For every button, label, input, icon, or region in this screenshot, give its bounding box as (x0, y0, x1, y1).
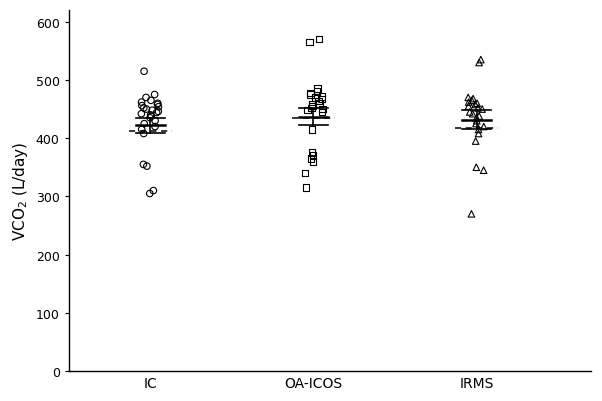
Point (314, 37, 324, 43)
Point (464, 95, 473, 101)
Point (154, 109, 163, 115)
Point (317, 97, 326, 103)
Point (308, 159, 318, 165)
Point (306, 156, 316, 162)
Point (145, 115, 155, 122)
Point (470, 102, 480, 108)
Point (479, 168, 488, 174)
Point (474, 127, 483, 133)
Point (137, 111, 146, 117)
Point (145, 191, 155, 197)
Point (314, 101, 324, 107)
Point (472, 115, 482, 122)
Point (140, 121, 149, 128)
Point (139, 105, 149, 112)
Point (472, 118, 482, 125)
Point (154, 104, 163, 111)
Point (150, 118, 160, 125)
Point (150, 124, 160, 130)
Point (465, 109, 474, 116)
Point (301, 185, 311, 191)
Point (153, 102, 163, 108)
Point (303, 108, 312, 114)
Point (146, 113, 156, 120)
Point (472, 101, 482, 107)
Point (137, 103, 147, 109)
Point (307, 105, 317, 112)
Point (147, 108, 157, 114)
Point (308, 104, 317, 110)
Point (150, 92, 160, 99)
Point (476, 57, 486, 64)
Point (137, 127, 146, 133)
Point (467, 98, 476, 104)
Point (474, 113, 484, 120)
Point (468, 111, 477, 117)
Point (146, 98, 156, 104)
Point (471, 165, 481, 171)
Point (474, 131, 483, 138)
Point (479, 124, 489, 130)
Point (312, 89, 322, 95)
Point (471, 121, 481, 128)
Point (314, 99, 323, 105)
Point (467, 211, 476, 217)
Point (139, 131, 149, 138)
Point (473, 105, 483, 112)
Point (141, 107, 151, 113)
Point (308, 153, 318, 160)
Point (306, 90, 315, 97)
Point (146, 112, 155, 119)
Point (300, 170, 310, 177)
Point (305, 40, 314, 46)
Point (306, 92, 315, 99)
Point (464, 104, 473, 110)
Point (317, 107, 327, 113)
Point (317, 94, 327, 100)
Point (137, 99, 146, 106)
Point (313, 86, 323, 93)
Point (142, 164, 152, 170)
Point (149, 188, 158, 194)
Point (468, 96, 478, 103)
Point (474, 60, 484, 67)
Point (141, 95, 151, 101)
Point (307, 150, 317, 156)
Point (464, 99, 474, 106)
Point (152, 110, 161, 116)
Point (477, 107, 487, 113)
Y-axis label: VCO$_2$ (L/day): VCO$_2$ (L/day) (11, 142, 30, 241)
Point (307, 127, 317, 133)
Point (317, 109, 327, 116)
Point (153, 101, 163, 107)
Point (471, 138, 480, 145)
Point (139, 69, 149, 75)
Point (307, 102, 317, 108)
Point (138, 162, 148, 168)
Point (311, 95, 320, 101)
